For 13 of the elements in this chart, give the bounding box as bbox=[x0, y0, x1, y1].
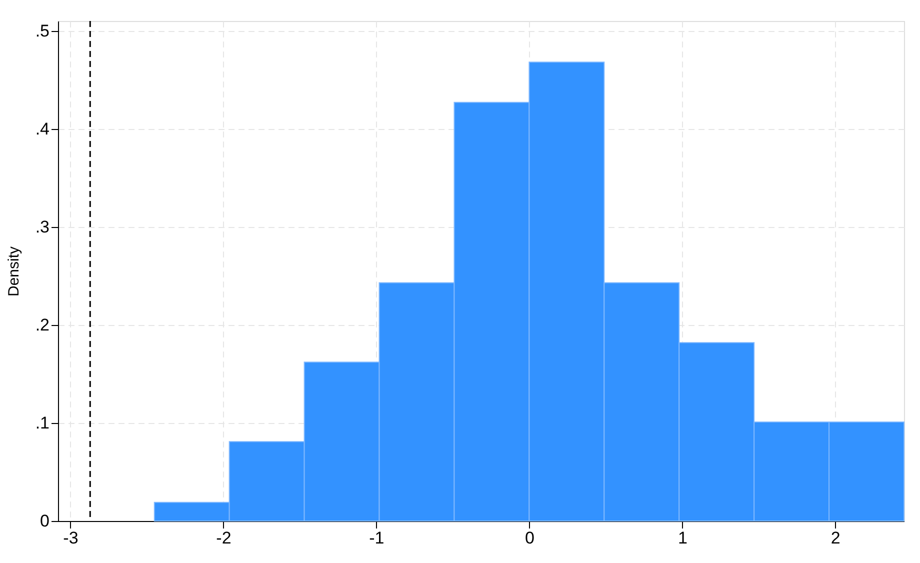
x-tick-label: -2 bbox=[216, 528, 232, 548]
y-tick-label: .3 bbox=[35, 217, 50, 236]
y-axis-title: Density bbox=[5, 246, 22, 297]
x-tick-label: 2 bbox=[830, 528, 840, 548]
x-tick-label: 0 bbox=[524, 528, 534, 548]
y-tick-label: .1 bbox=[35, 413, 50, 432]
y-tick-label: 0 bbox=[40, 512, 50, 530]
y-tick-label: .4 bbox=[35, 119, 50, 138]
y-tick-label: .2 bbox=[35, 315, 50, 334]
x-tick-label: 1 bbox=[678, 528, 688, 548]
x-tick-label: -3 bbox=[63, 528, 78, 548]
x-tick-label: -1 bbox=[369, 528, 384, 548]
y-tick-label: .5 bbox=[35, 21, 50, 40]
